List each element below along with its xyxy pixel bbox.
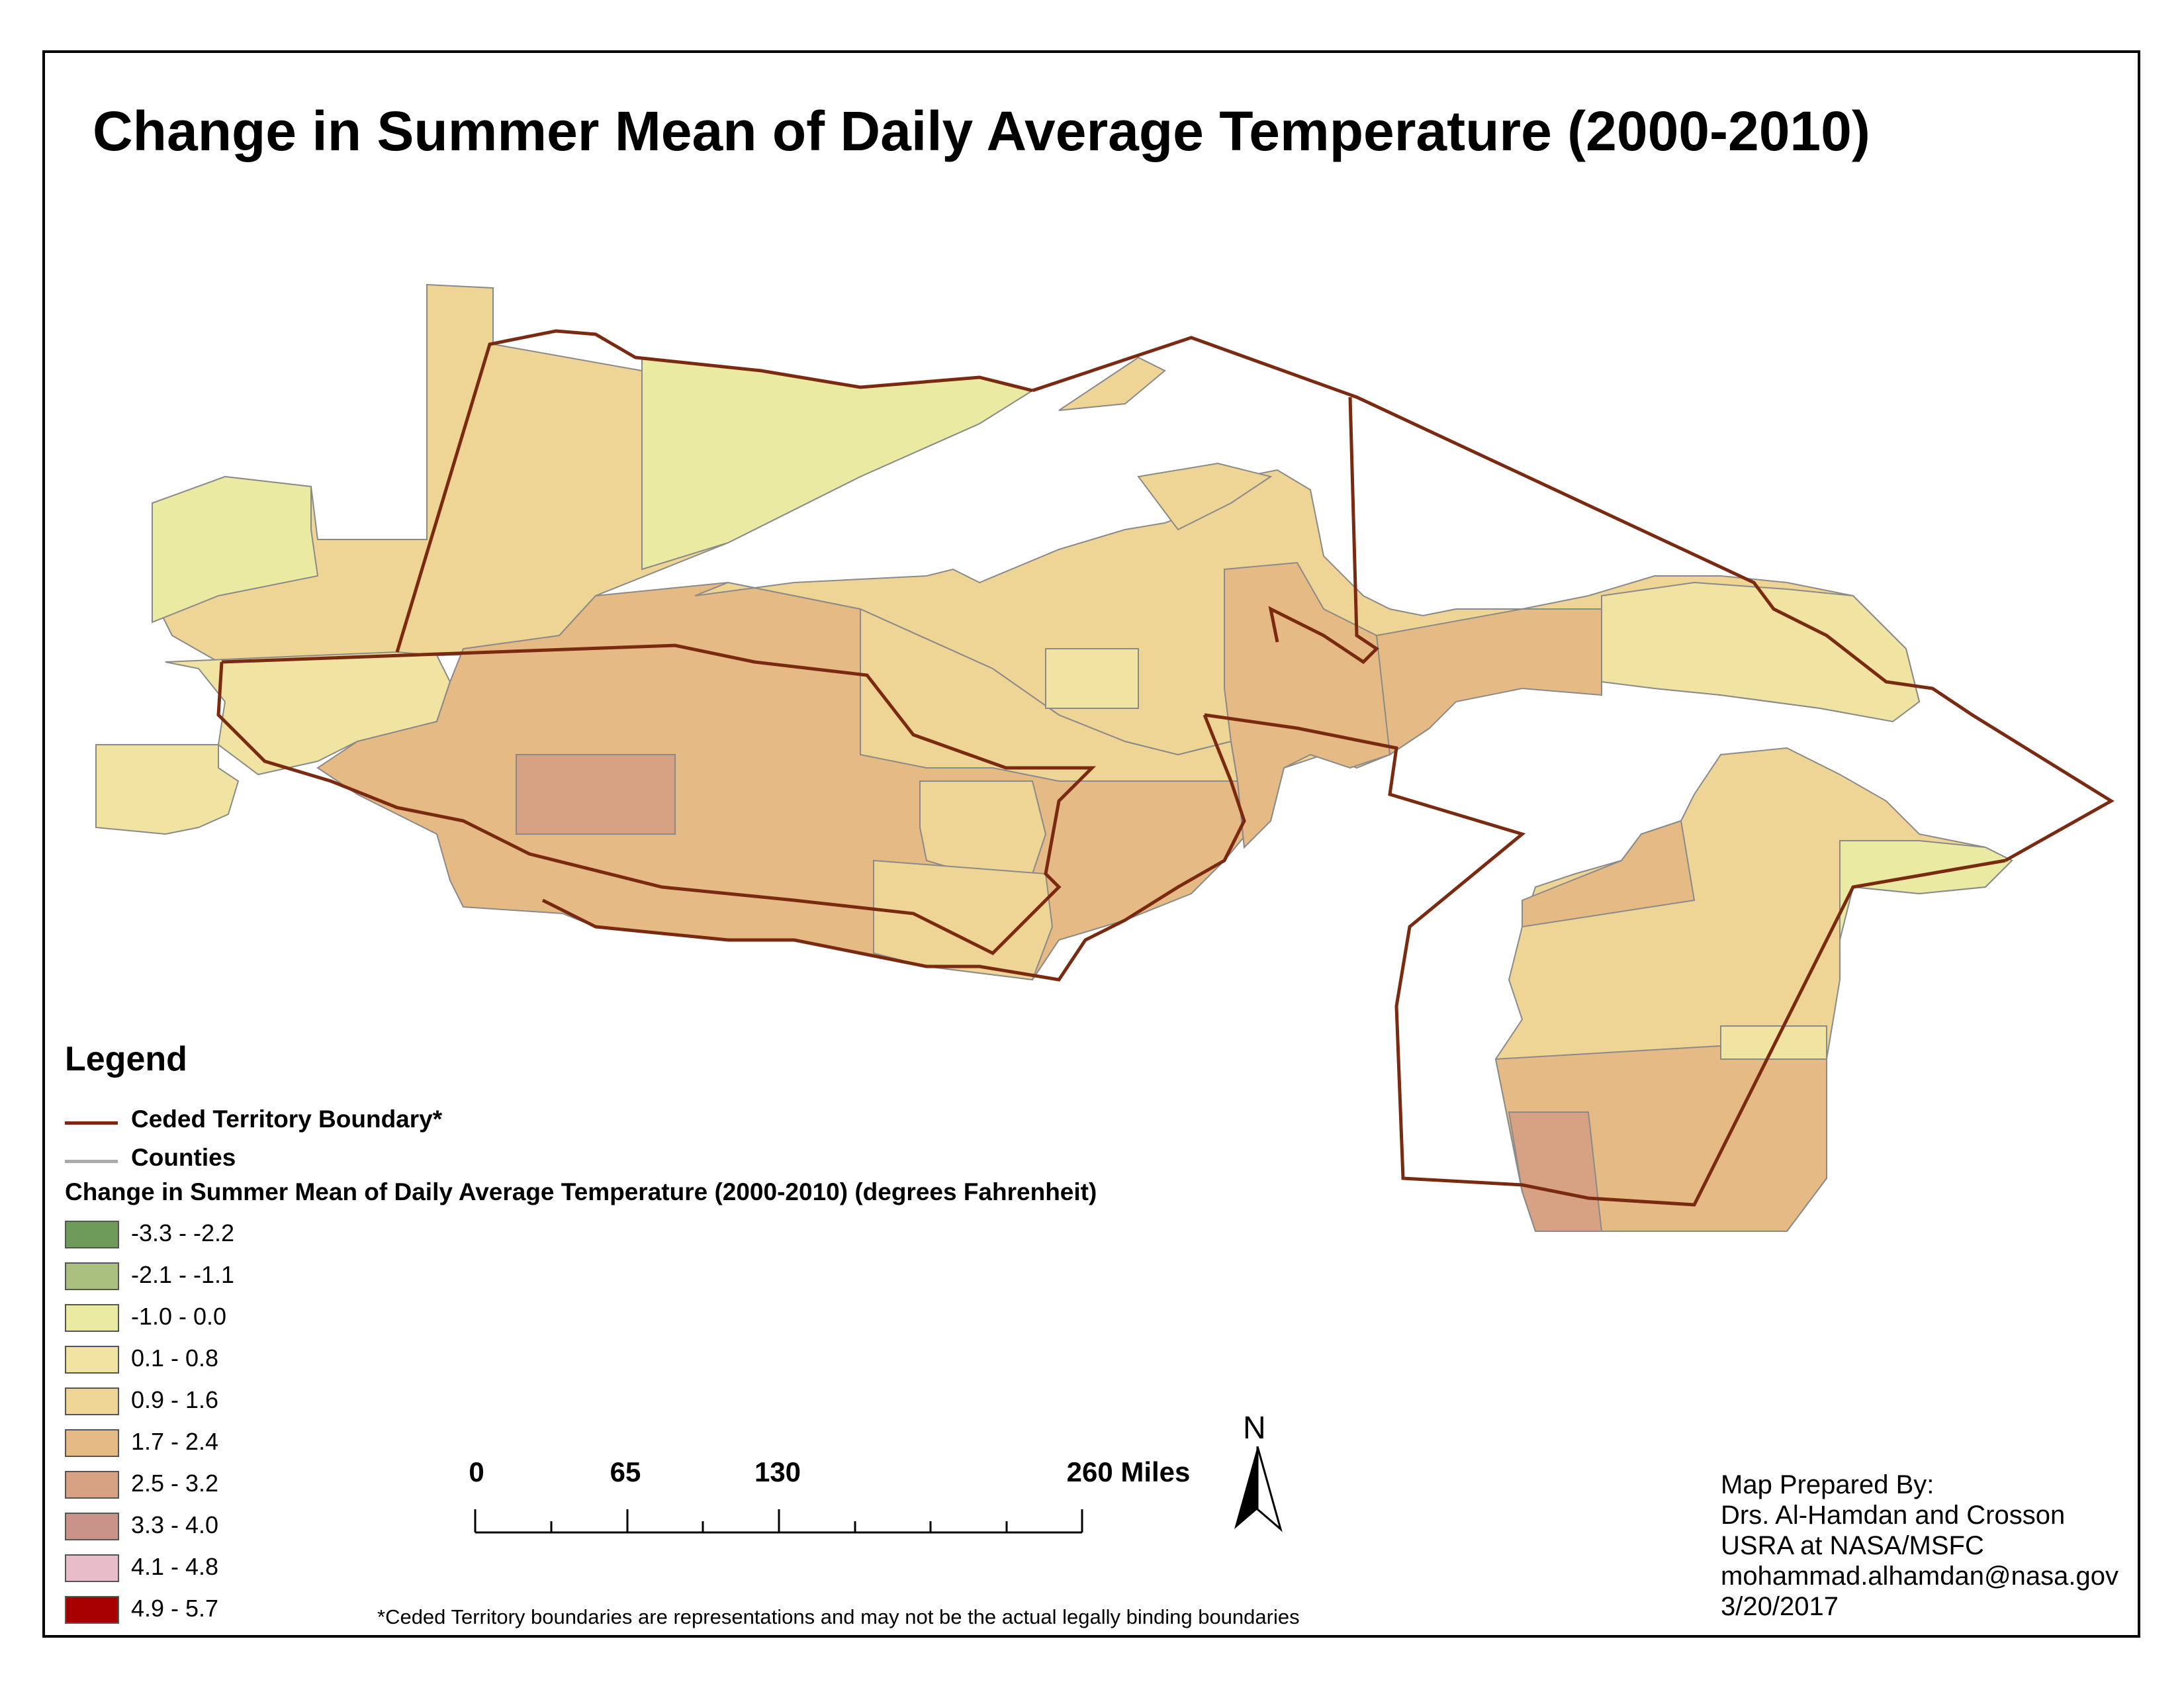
scale-bar: 0 65 130 260 Miles xyxy=(457,1456,1190,1549)
map-title: Change in Summer Mean of Daily Average T… xyxy=(93,100,1870,162)
class-swatch xyxy=(65,1596,119,1624)
upper-peninsula-region xyxy=(694,356,1921,849)
class-label: 2.5 - 3.2 xyxy=(131,1470,219,1497)
class-label: 0.9 - 1.6 xyxy=(131,1386,219,1413)
class-label: -2.1 - -1.1 xyxy=(131,1261,235,1288)
class-swatch xyxy=(65,1471,119,1499)
scale-tick-label: 65 xyxy=(610,1456,641,1487)
legend-field-title: Change in Summer Mean of Daily Average T… xyxy=(65,1178,1097,1205)
class-swatch xyxy=(65,1554,119,1582)
credits-block: Map Prepared By: Drs. Al-Hamdan and Cros… xyxy=(1721,1470,2118,1622)
north-arrow: N xyxy=(1231,1410,1284,1532)
footnote: *Ceded Territory boundaries are represen… xyxy=(377,1605,1300,1628)
minnesota-region xyxy=(95,283,1034,835)
credits-line: mohammad.alhamdan@nasa.gov xyxy=(1721,1562,2118,1591)
class-swatch xyxy=(65,1346,119,1374)
credits-line: USRA at NASA/MSFC xyxy=(1721,1531,1984,1560)
class-swatch xyxy=(65,1387,119,1415)
scale-tick-label: 0 xyxy=(469,1456,484,1487)
north-arrow-icon xyxy=(1234,1446,1283,1532)
class-swatch xyxy=(65,1262,119,1290)
class-label: 0.1 - 0.8 xyxy=(131,1344,219,1372)
lower-peninsula-region xyxy=(1494,747,2013,1232)
class-swatch xyxy=(65,1304,119,1332)
class-label: 4.9 - 5.7 xyxy=(131,1595,219,1622)
class-swatch xyxy=(65,1221,119,1248)
class-swatch xyxy=(65,1429,119,1457)
class-swatch xyxy=(65,1513,119,1540)
north-label: N xyxy=(1243,1411,1266,1446)
legend-line-label: Ceded Territory Boundary* xyxy=(131,1105,443,1133)
class-label: -3.3 - -2.2 xyxy=(131,1219,235,1246)
county-line-swatch xyxy=(65,1160,118,1163)
map-frame xyxy=(42,50,2140,1638)
boundary-line-swatch xyxy=(65,1121,118,1125)
class-label: 4.1 - 4.8 xyxy=(131,1553,219,1580)
scale-tick-label: 260 Miles xyxy=(1066,1456,1191,1487)
class-label: 3.3 - 4.0 xyxy=(131,1511,219,1538)
legend-heading: Legend xyxy=(65,1040,187,1078)
legend-line-label: Counties xyxy=(131,1144,236,1171)
credits-line: Map Prepared By: xyxy=(1721,1470,1934,1499)
ceded-territory-boundary xyxy=(216,329,2115,1207)
scale-bar-graphic xyxy=(474,1509,1083,1534)
class-label: 1.7 - 2.4 xyxy=(131,1428,219,1455)
credits-line: Drs. Al-Hamdan and Crosson xyxy=(1721,1501,2066,1530)
class-label: -1.0 - 0.0 xyxy=(131,1303,227,1330)
credits-line: 3/20/2017 xyxy=(1721,1592,1839,1621)
scale-tick-label: 130 xyxy=(754,1456,801,1487)
